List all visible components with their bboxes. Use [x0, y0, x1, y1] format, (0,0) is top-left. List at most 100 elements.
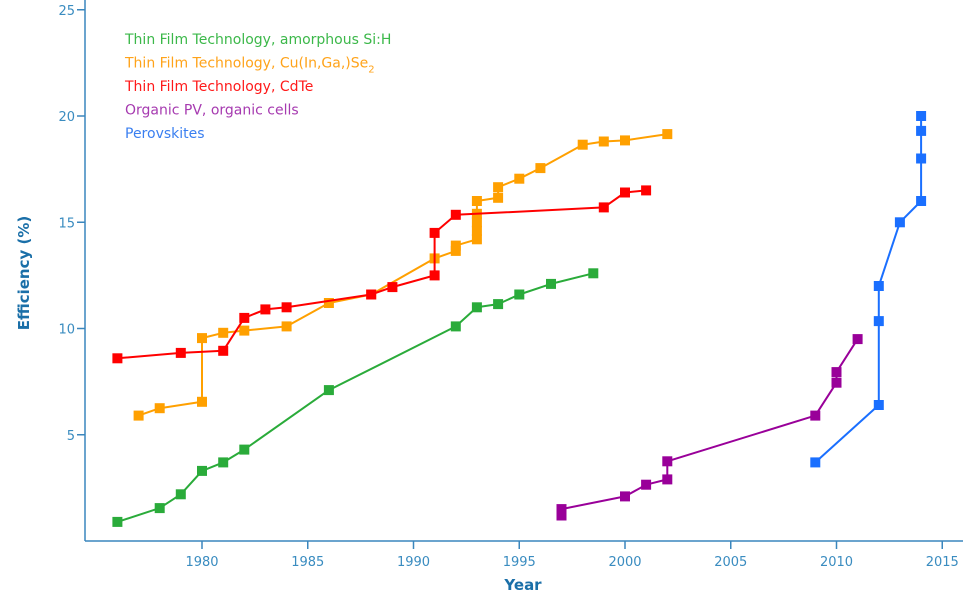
data-point-marker[interactable]	[641, 185, 652, 196]
data-point-marker[interactable]	[450, 321, 461, 332]
data-point-marker[interactable]	[112, 353, 123, 364]
y-tick-label: 25	[58, 4, 75, 19]
data-point-marker[interactable]	[831, 377, 842, 388]
data-point-marker[interactable]	[429, 270, 440, 281]
data-point-marker[interactable]	[641, 479, 652, 490]
data-point-marker[interactable]	[588, 268, 599, 279]
legend-entry: Organic PV, organic cells	[125, 103, 299, 119]
data-point-marker[interactable]	[471, 196, 482, 206]
data-point-marker[interactable]	[387, 282, 398, 293]
data-point-marker[interactable]	[175, 489, 186, 500]
data-point-marker[interactable]	[197, 396, 207, 407]
data-point-marker[interactable]	[577, 139, 588, 150]
legend-label: Thin Film Technology, Cu(In,Ga,)Se	[124, 56, 368, 72]
y-tick-label: 10	[58, 323, 75, 338]
data-point-marker[interactable]	[831, 367, 842, 378]
data-point-marker[interactable]	[535, 163, 546, 174]
data-point-marker[interactable]	[620, 187, 630, 198]
data-point-marker[interactable]	[218, 457, 229, 468]
data-point-marker[interactable]	[471, 302, 482, 313]
data-point-marker[interactable]	[239, 444, 250, 455]
data-point-marker[interactable]	[450, 245, 461, 256]
data-point-marker[interactable]	[546, 278, 556, 289]
data-point-marker[interactable]	[873, 400, 884, 410]
data-point-marker[interactable]	[493, 192, 504, 203]
data-point-marker[interactable]	[197, 465, 207, 476]
data-point-marker[interactable]	[810, 410, 821, 421]
legend-label: Perovskites	[125, 126, 205, 142]
y-tick-label: 5	[67, 429, 75, 444]
data-point-marker[interactable]	[493, 182, 504, 193]
x-tick-label: 1990	[397, 555, 430, 570]
data-point-marker[interactable]	[154, 403, 165, 414]
data-point-marker[interactable]	[556, 504, 567, 515]
data-point-marker[interactable]	[239, 325, 250, 336]
data-point-marker[interactable]	[323, 298, 334, 308]
data-point-marker[interactable]	[873, 281, 884, 291]
data-point-marker[interactable]	[916, 111, 927, 121]
legend-entry: Thin Film Technology, amorphous Si:H	[124, 32, 391, 48]
series-layer	[112, 111, 927, 527]
y-tick-label: 15	[58, 216, 75, 231]
data-point-marker[interactable]	[556, 510, 567, 521]
data-point-marker[interactable]	[471, 234, 482, 245]
data-point-marker[interactable]	[197, 333, 207, 344]
data-point-marker[interactable]	[598, 136, 609, 147]
data-point-marker[interactable]	[662, 474, 673, 485]
legend-entry: Thin Film Technology, CdTe	[124, 79, 313, 95]
data-point-marker[interactable]	[620, 135, 630, 146]
legend-label: Organic PV, organic cells	[125, 103, 299, 119]
data-point-marker[interactable]	[662, 129, 673, 140]
legend-label-subscript: 2	[368, 65, 374, 76]
data-point-marker[interactable]	[450, 209, 461, 220]
data-point-marker[interactable]	[281, 321, 292, 332]
data-point-marker[interactable]	[260, 304, 271, 315]
data-point-marker[interactable]	[916, 196, 927, 206]
series-4	[810, 111, 927, 468]
data-point-marker[interactable]	[471, 217, 482, 228]
x-tick-label: 2000	[608, 555, 641, 570]
data-point-marker[interactable]	[218, 345, 229, 356]
data-point-marker[interactable]	[133, 410, 144, 421]
data-point-marker[interactable]	[662, 456, 673, 467]
x-ticks: 1980 1985 1990 1995 2000 2005 2010 2015	[185, 541, 959, 570]
data-point-marker[interactable]	[493, 299, 504, 310]
legend-label: Thin Film Technology, amorphous Si:H	[124, 32, 391, 48]
y-tick-label: 20	[58, 110, 75, 125]
data-point-marker[interactable]	[514, 173, 525, 184]
data-point-marker[interactable]	[366, 289, 377, 300]
legend: Thin Film Technology, amorphous Si:H Thin…	[124, 32, 391, 142]
x-tick-label: 2005	[714, 555, 747, 570]
series-line	[117, 189, 647, 360]
axes: 1980 1985 1990 1995 2000 2005 2010 2015 5 10 15 20…	[15, 0, 963, 594]
data-point-marker[interactable]	[916, 125, 927, 136]
data-point-marker[interactable]	[894, 217, 905, 228]
data-point-marker[interactable]	[112, 516, 123, 527]
data-point-marker[interactable]	[218, 327, 229, 338]
data-point-marker[interactable]	[916, 153, 927, 164]
data-point-marker[interactable]	[471, 225, 482, 236]
data-point-marker[interactable]	[154, 503, 165, 514]
y-axis-title: Efficiency (%)	[15, 216, 33, 331]
data-point-marker[interactable]	[873, 316, 884, 327]
x-tick-label: 1995	[503, 555, 536, 570]
data-point-marker[interactable]	[239, 312, 250, 323]
data-point-marker[interactable]	[852, 334, 863, 345]
series-2	[112, 185, 652, 364]
x-tick-label: 2015	[926, 555, 959, 570]
x-tick-label: 2010	[820, 555, 853, 570]
series-0	[112, 268, 599, 527]
data-point-marker[interactable]	[810, 457, 821, 468]
x-tick-label: 1980	[185, 555, 218, 570]
data-point-marker[interactable]	[175, 347, 186, 358]
data-point-marker[interactable]	[620, 491, 630, 502]
legend-entry: Thin Film Technology, Cu(In,Ga,)Se2	[124, 56, 375, 76]
legend-label: Thin Film Technology, CdTe	[124, 79, 313, 95]
data-point-marker[interactable]	[514, 289, 525, 300]
data-point-marker[interactable]	[450, 240, 461, 251]
data-point-marker[interactable]	[429, 227, 440, 238]
data-point-marker[interactable]	[281, 302, 292, 313]
data-point-marker[interactable]	[323, 385, 334, 396]
data-point-marker[interactable]	[598, 202, 609, 213]
